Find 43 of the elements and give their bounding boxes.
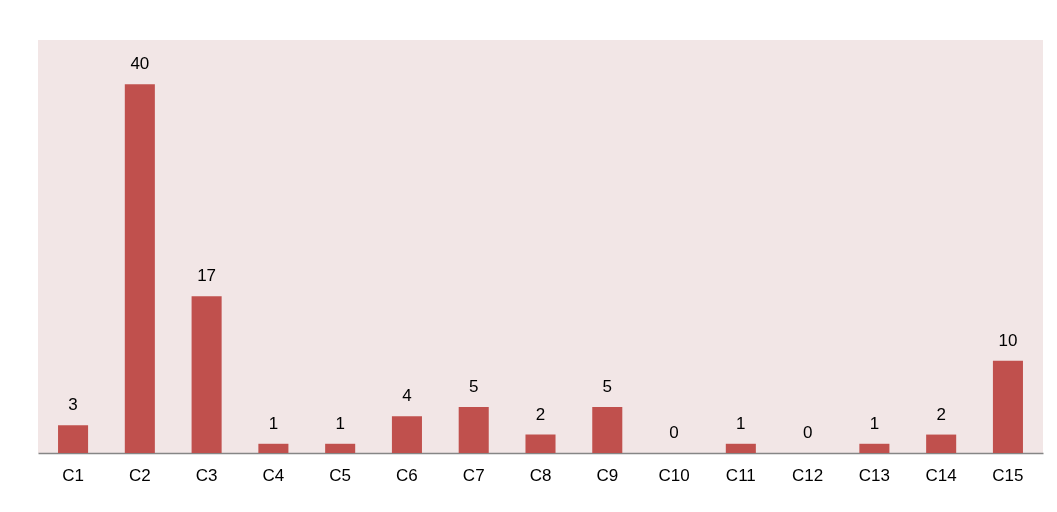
bar bbox=[325, 443, 356, 453]
x-tick-label: C6 bbox=[396, 465, 418, 485]
x-tick-label: C7 bbox=[462, 465, 485, 485]
x-tick-label: C3 bbox=[195, 465, 218, 485]
data-label: 3 bbox=[68, 395, 78, 415]
x-tick-label: C8 bbox=[529, 465, 552, 485]
x-tick-label: C5 bbox=[329, 465, 352, 485]
bar bbox=[124, 84, 155, 453]
bar bbox=[859, 443, 890, 453]
data-label: 2 bbox=[535, 404, 546, 424]
data-label: 10 bbox=[998, 330, 1018, 350]
bar bbox=[191, 296, 222, 453]
x-tick-label: C4 bbox=[262, 465, 285, 485]
data-label: 1 bbox=[736, 413, 746, 433]
data-label: 5 bbox=[468, 376, 479, 396]
bar bbox=[992, 360, 1023, 453]
data-label: 40 bbox=[130, 54, 150, 74]
bar bbox=[458, 406, 489, 453]
data-label: 0 bbox=[669, 423, 679, 442]
data-label: 0 bbox=[802, 423, 813, 442]
data-label: 1 bbox=[335, 413, 345, 433]
bar bbox=[258, 443, 289, 453]
data-label: 1 bbox=[268, 413, 279, 433]
bar bbox=[926, 434, 957, 453]
bar bbox=[525, 434, 556, 453]
x-tick-label: C10 bbox=[658, 465, 690, 485]
bar bbox=[725, 443, 756, 453]
data-label: 2 bbox=[936, 404, 946, 424]
x-tick-label: C14 bbox=[925, 465, 957, 485]
bar bbox=[391, 416, 422, 453]
data-label: 5 bbox=[602, 376, 613, 396]
data-label: 4 bbox=[402, 386, 412, 406]
data-label: 1 bbox=[869, 413, 880, 433]
x-tick-label: C11 bbox=[725, 465, 756, 485]
x-tick-label: C15 bbox=[992, 465, 1024, 485]
x-tick-label: C2 bbox=[128, 465, 151, 485]
bar bbox=[592, 406, 623, 453]
x-tick-label: C13 bbox=[858, 465, 890, 485]
x-tick-label: C12 bbox=[792, 465, 824, 485]
bar bbox=[58, 425, 89, 453]
x-tick-label: C1 bbox=[62, 465, 84, 485]
x-tick-label: C9 bbox=[596, 465, 619, 485]
data-label: 17 bbox=[197, 266, 217, 286]
